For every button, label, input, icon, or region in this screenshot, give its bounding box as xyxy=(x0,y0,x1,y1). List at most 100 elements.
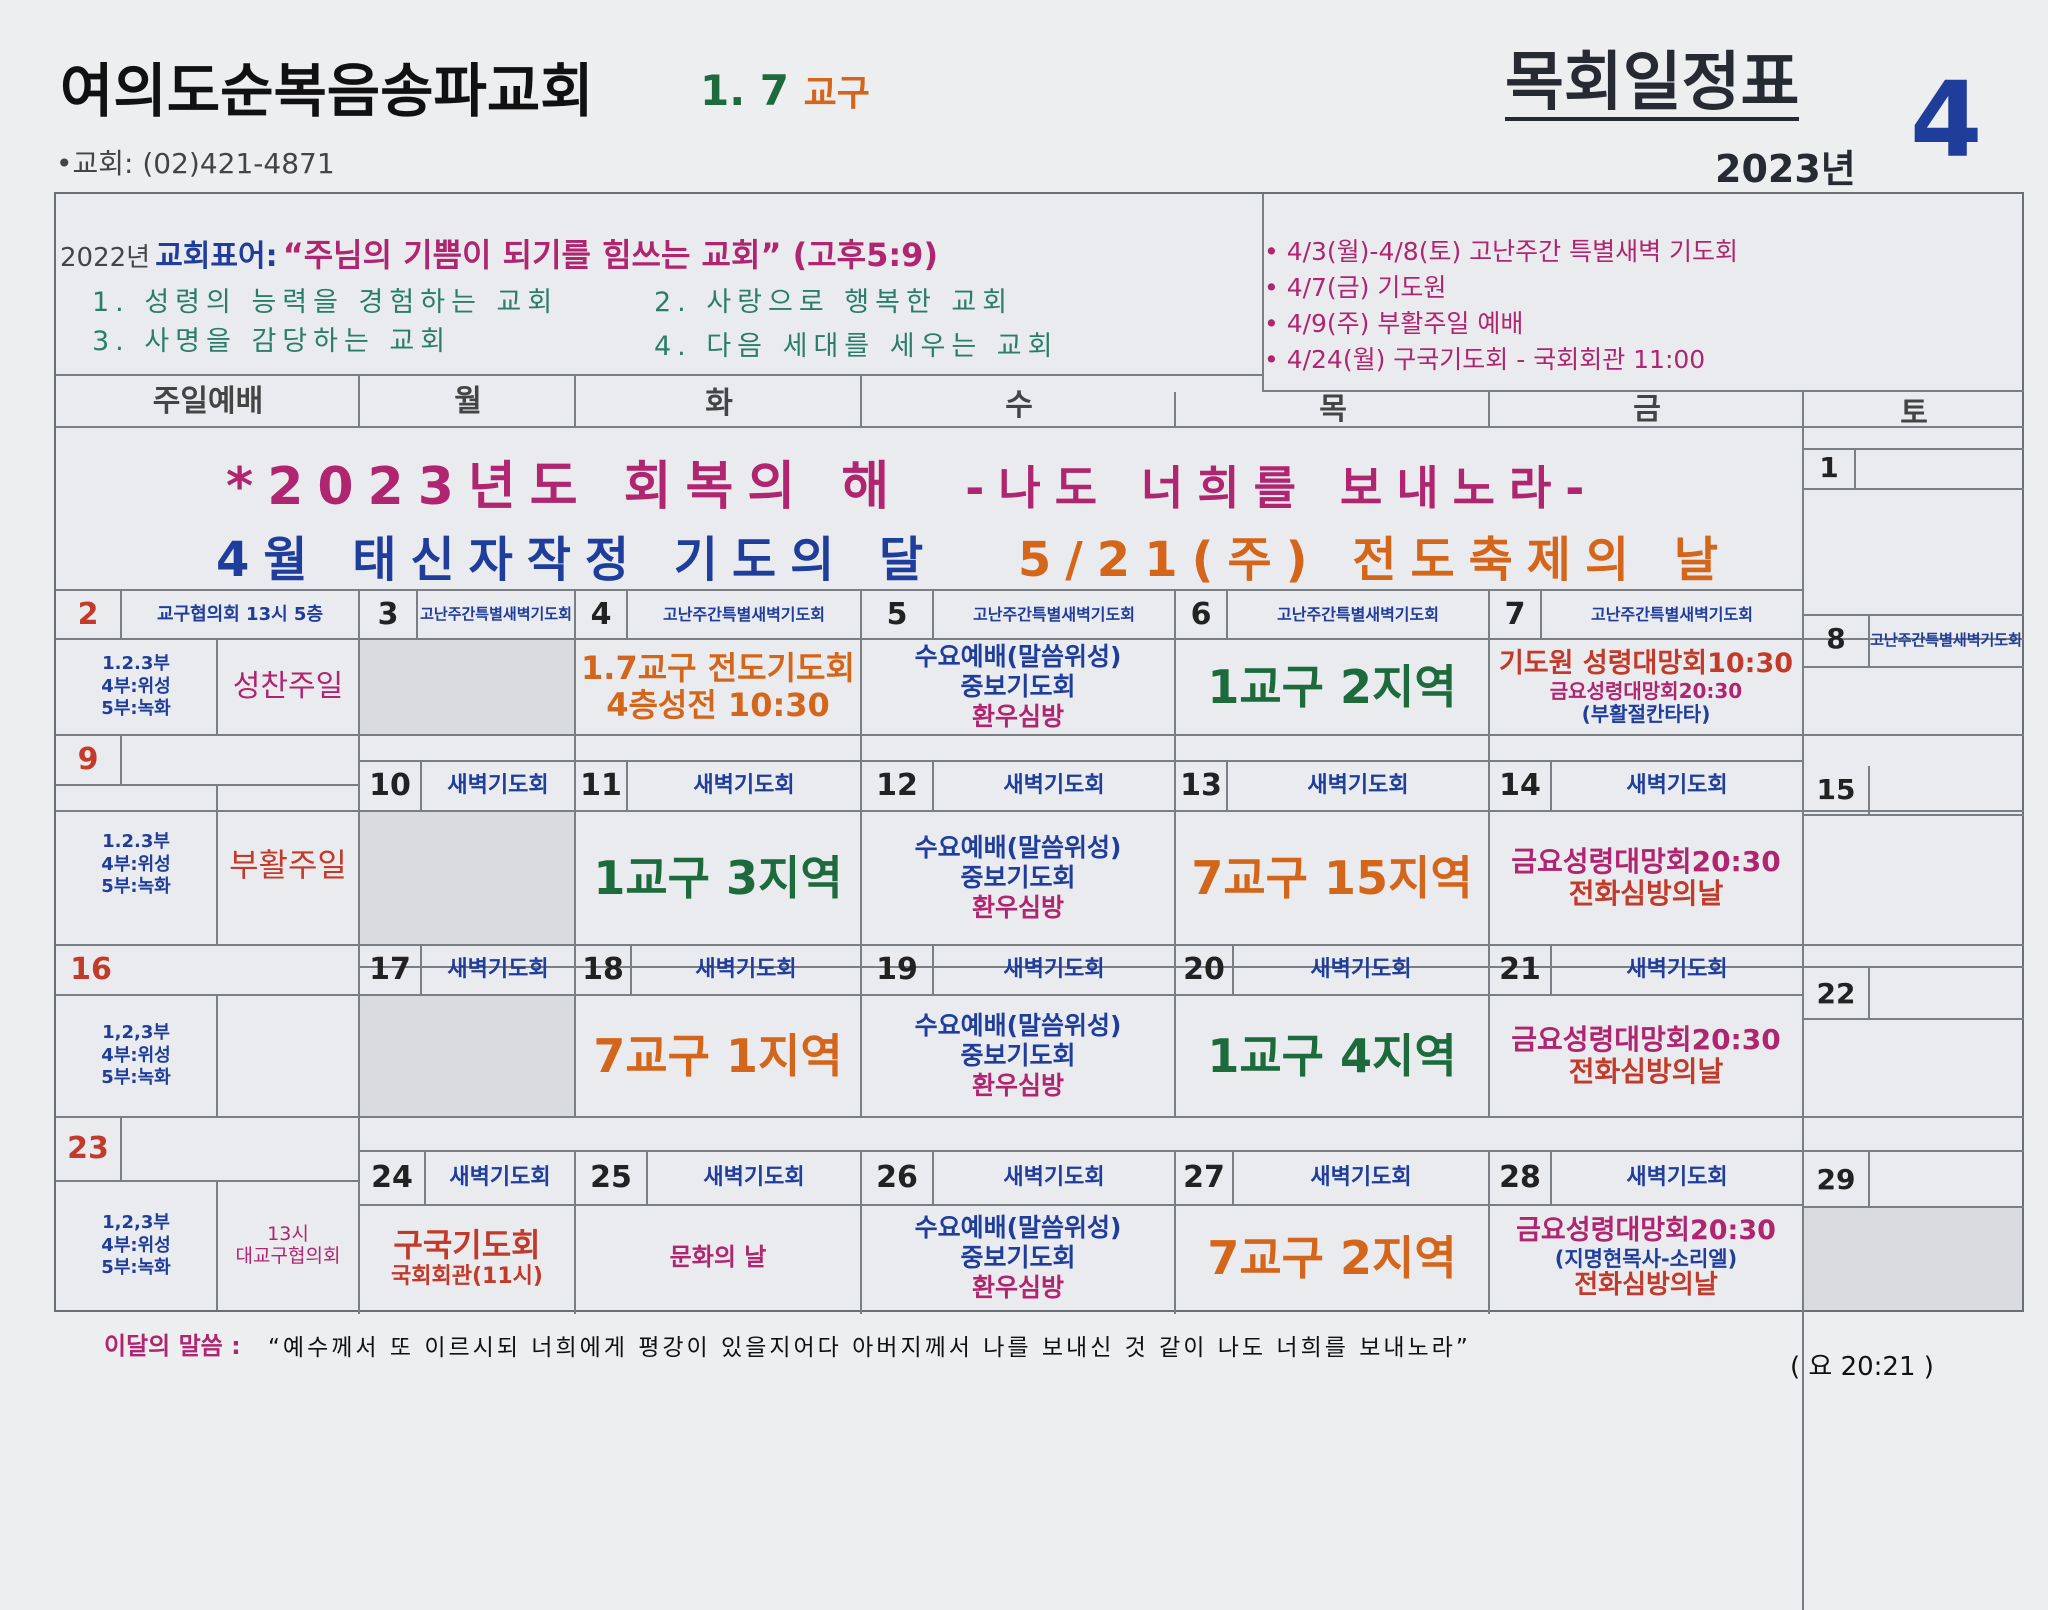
thu-13-main: 7교구 15지역 xyxy=(1191,850,1473,905)
day-16: 16 xyxy=(70,951,112,987)
thu-27-event: 새벽기도회 xyxy=(1310,1165,1412,1191)
wed-26-event: 새벽기도회 xyxy=(1003,1165,1105,1191)
month-number: 4 xyxy=(1910,59,1983,181)
banner-line-2: 4월 태신자작정 기도의 달 5/21(주) 전도축제의 날 xyxy=(216,520,1732,590)
church-name: 여의도순복음송파교회 xyxy=(60,57,594,125)
day-25: 25 xyxy=(590,1159,632,1195)
motto-year: 2022년 xyxy=(60,243,151,273)
motto-item-1: 1. 성령의 능력을 경험하는 교회 xyxy=(92,287,559,318)
sat-29-body xyxy=(1804,1208,2022,1310)
sun-9-schedule: 1.2.3부 4부:위성 5부:녹화 xyxy=(101,831,171,898)
thu-27-main: 7교구 2지역 xyxy=(1207,1230,1457,1285)
wed-12-main: 수요예배(말씀위성) 중보기도회 환우심방 xyxy=(914,833,1122,922)
district-word: 교구 xyxy=(803,73,870,114)
fri-21-main: 금요성령대망회20:30 전화심방의날 xyxy=(1511,1022,1781,1088)
sun-9-note: 부활주일 xyxy=(229,845,347,884)
mon-10-body xyxy=(360,812,574,944)
day-23: 23 xyxy=(67,1130,109,1166)
notice-1: • 4/3(월)-4/8(토) 고난주간 특별새벽 기도회 xyxy=(1264,237,1739,266)
thu-6-event: 고난주간특별새벽기도회 xyxy=(1277,604,1439,624)
day-14: 14 xyxy=(1499,767,1541,803)
motto-label: 교회표어: xyxy=(155,239,278,274)
wed-12-event: 새벽기도회 xyxy=(1003,773,1105,799)
fri-28-event: 새벽기도회 xyxy=(1626,1165,1728,1191)
mon-10-event: 새벽기도회 xyxy=(447,773,549,799)
fri-28-main: 금요성령대망회20:30 (지명현목사-소리엘) 전화심방의날 xyxy=(1516,1215,1776,1300)
day-3: 3 xyxy=(377,596,399,632)
mon-3-event: 고난주간특별새벽기도회 xyxy=(420,605,572,624)
calendar-grid: 2022년 교회표어: “주님의 기쁨이 되기를 힘쓰는 교회” (고후5:9)… xyxy=(54,192,2024,1610)
day-20: 20 xyxy=(1183,951,1225,987)
day-22: 22 xyxy=(1816,976,1856,1010)
district-number: 1. 7 xyxy=(700,66,790,115)
thu-20-event: 새벽기도회 xyxy=(1310,957,1412,983)
wed-19-main: 수요예배(말씀위성) 중보기도회 환우심방 xyxy=(914,1011,1122,1100)
banner-month-theme: 4월 태신자작정 기도의 달 xyxy=(216,532,938,588)
weekday-tue: 화 xyxy=(705,385,733,421)
day-7: 7 xyxy=(1504,596,1526,632)
tue-11-main: 1교구 3지역 xyxy=(593,850,843,905)
banner-verse-theme: -나도 너희를 보내노라- xyxy=(965,461,1599,515)
banner-year-theme: *2023년도 회복의 해 xyxy=(226,457,904,517)
weekday-sun: 주일예배 xyxy=(152,383,264,419)
day-2: 2 xyxy=(77,596,99,632)
banner-line-1: *2023년도 회복의 해 -나도 너희를 보내노라- xyxy=(226,444,1598,519)
weekday-fri: 금 xyxy=(1633,391,1661,427)
year-label: 2023년 xyxy=(1715,147,1856,191)
tue-18-main: 7교구 1지역 xyxy=(593,1028,843,1083)
tue-25-event: 새벽기도회 xyxy=(703,1165,805,1191)
day-5: 5 xyxy=(886,596,908,632)
wed-19-event: 새벽기도회 xyxy=(1003,957,1105,983)
tue-4-main: 1.7교구 전도기도회 4층성전 10:30 xyxy=(581,649,855,724)
thu-13-event: 새벽기도회 xyxy=(1307,773,1409,799)
day-4: 4 xyxy=(590,596,612,632)
sun-2-schedule: 1.2.3부 4부:위성 5부:녹화 xyxy=(101,653,171,720)
page-title: 목회일정표 xyxy=(1505,46,1800,122)
day-28: 28 xyxy=(1499,1159,1541,1195)
notice-2: • 4/7(금) 기도원 xyxy=(1264,273,1447,302)
mon-3-body xyxy=(360,640,574,734)
tue-4-event: 고난주간특별새벽기도회 xyxy=(663,604,825,624)
day-17: 17 xyxy=(369,951,411,987)
day-8: 8 xyxy=(1826,621,1846,655)
tue-25-main: 문화의 날 xyxy=(669,1243,767,1272)
verse-label: 이달의 말씀 : xyxy=(104,1332,241,1360)
day-24: 24 xyxy=(371,1159,413,1195)
verse-reference: ( 요 20:21 ) xyxy=(1790,1352,1934,1382)
motto-text: “주님의 기쁨이 되기를 힘쓰는 교회” (고후5:9) xyxy=(282,236,939,274)
day-9: 9 xyxy=(77,741,99,777)
wed-26-main: 수요예배(말씀위성) 중보기도회 환우심방 xyxy=(914,1213,1122,1302)
weekday-mon: 월 xyxy=(454,383,482,419)
motto-item-3: 3. 사명을 감당하는 교회 xyxy=(92,326,452,357)
day-13: 13 xyxy=(1180,767,1222,803)
fri-7-main: 기도원 성령대망회10:30 금요성령대망회20:30 (부활절칸타타) xyxy=(1498,648,1794,726)
mon-24-main: 구국기도회 국회회관(11시) xyxy=(391,1225,543,1289)
motto-box: 2022년 교회표어: “주님의 기쁨이 되기를 힘쓰는 교회” (고후5:9) xyxy=(60,230,1260,276)
day-19: 19 xyxy=(876,951,918,987)
sun-16-schedule: 1,2,3부 4부:위성 5부:녹화 xyxy=(101,1022,171,1089)
day-1: 1 xyxy=(1819,450,1839,484)
day-11: 11 xyxy=(580,767,622,803)
fri-7-event: 고난주간특별새벽기도회 xyxy=(1591,604,1753,624)
sun-23-schedule: 1,2,3부 4부:위성 5부:녹화 xyxy=(101,1212,171,1279)
weekday-wed: 수 xyxy=(1005,387,1033,423)
tue-11-event: 새벽기도회 xyxy=(693,773,795,799)
wed-5-event: 고난주간특별새벽기도회 xyxy=(973,604,1135,624)
sun-2-event: 교구협의회 13시 5층 xyxy=(156,603,324,625)
day-10: 10 xyxy=(369,767,411,803)
tue-18-event: 새벽기도회 xyxy=(695,957,797,983)
notice-4: • 4/24(월) 구국기도회 - 국회회관 11:00 xyxy=(1264,345,1706,374)
mon-24-event: 새벽기도회 xyxy=(449,1165,551,1191)
notice-3: • 4/9(주) 부활주일 예배 xyxy=(1264,309,1524,338)
fri-14-event: 새벽기도회 xyxy=(1626,773,1728,799)
verse-text: “예수께서 또 이르시되 너희에게 평강이 있을지어다 아버지께서 나를 보내신… xyxy=(268,1335,1471,1361)
day-27: 27 xyxy=(1183,1159,1225,1195)
day-15: 15 xyxy=(1816,772,1856,806)
motto-item-2: 2. 사랑으로 행복한 교회 xyxy=(654,287,1014,318)
fri-14-main: 금요성령대망회20:30 전화심방의날 xyxy=(1511,844,1781,910)
church-phone: •교회: (02)421-4871 xyxy=(56,147,335,180)
sat-8-event: 고난주간특별새벽기도회 xyxy=(1870,631,2022,650)
day-26: 26 xyxy=(876,1159,918,1195)
day-29: 29 xyxy=(1816,1162,1856,1196)
wed-5-main: 수요예배(말씀위성) 중보기도회 환우심방 xyxy=(914,642,1122,731)
